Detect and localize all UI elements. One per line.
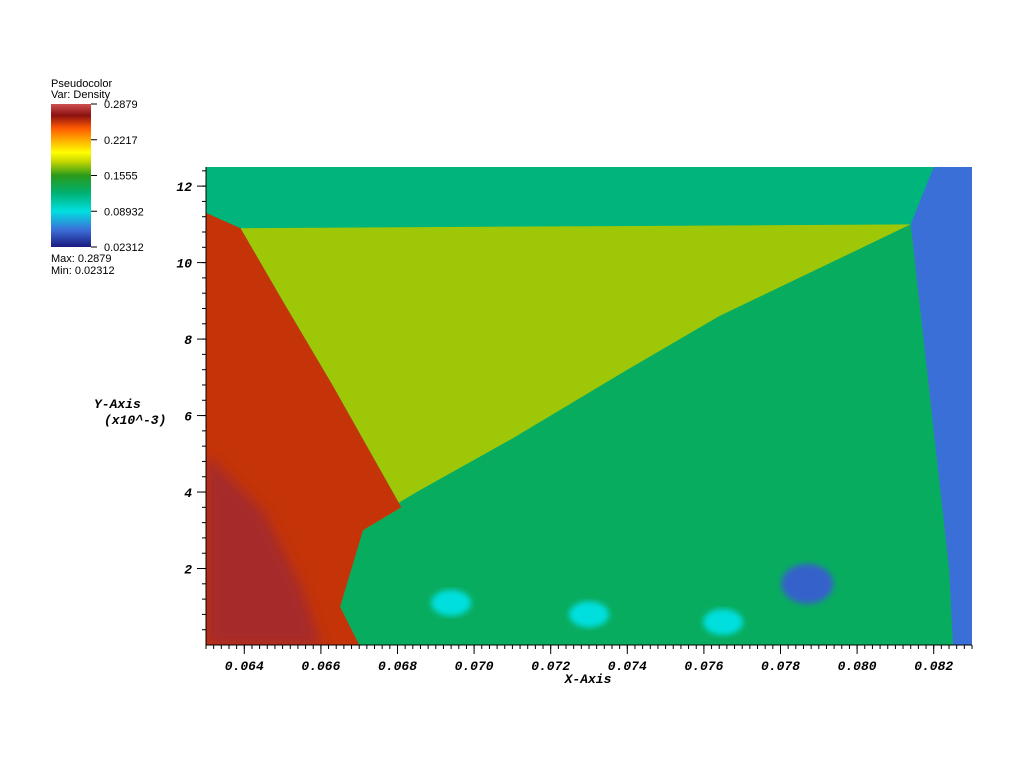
legend-variable: Var: Density xyxy=(51,89,111,101)
x-tick-label: 0.066 xyxy=(301,659,340,674)
y-tick-label: 6 xyxy=(184,410,192,425)
y-tick-label: 12 xyxy=(176,180,192,195)
x-tick-label: 0.076 xyxy=(684,659,723,674)
x-tick-label: 0.068 xyxy=(378,659,417,674)
x-axis-title: X-Axis xyxy=(564,672,612,687)
legend-title: Pseudocolor xyxy=(51,78,112,90)
region-right-ambient xyxy=(910,167,972,645)
y-tick-label: 10 xyxy=(176,257,192,272)
colorbar-tick-label: 0.02312 xyxy=(104,242,144,254)
y-tick-label: 2 xyxy=(184,563,192,578)
x-tick-label: 0.080 xyxy=(838,659,877,674)
density-field xyxy=(206,167,972,645)
cyan-blob xyxy=(431,589,472,616)
colorbar-tick-label: 0.1555 xyxy=(104,171,138,183)
x-tick-label: 0.078 xyxy=(761,659,800,674)
legend-min: Min: 0.02312 xyxy=(51,265,115,277)
cyan-blob xyxy=(703,609,744,636)
region-dark-red-core xyxy=(206,453,321,645)
region-upper-band xyxy=(206,167,934,229)
colorbar-tick-label: 0.2217 xyxy=(104,135,138,147)
colorbar-legend: Pseudocolor Var: Density 0.2879 0.2217 0.1… xyxy=(51,78,144,277)
colorbar-tick-label: 0.08932 xyxy=(104,206,144,218)
region-mixing-green xyxy=(340,224,953,645)
x-tick-label: 0.070 xyxy=(455,659,494,674)
x-tick-label: 0.074 xyxy=(608,659,647,674)
y-axis-unit: (x10^-3) xyxy=(104,413,166,428)
y-tick-label: 4 xyxy=(184,486,192,501)
cyan-blob xyxy=(569,601,609,628)
vortex-core xyxy=(781,563,834,604)
legend-max: Max: 0.2879 xyxy=(51,253,112,265)
x-tick-label: 0.082 xyxy=(914,659,953,674)
x-tick-label: 0.064 xyxy=(225,659,264,674)
colorbar xyxy=(51,104,91,247)
y-axis-title: Y-Axis xyxy=(94,397,141,412)
axes: 0.064 0.066 0.068 0.070 0.072 0.074 0.076 0.078… xyxy=(176,167,973,674)
region-shocked-yellow xyxy=(240,224,911,531)
y-tick-label: 8 xyxy=(184,333,192,348)
colorbar-tick-label: 0.2879 xyxy=(104,99,138,111)
colorbar-ticks: 0.2879 0.2217 0.1555 0.08932 0.02312 xyxy=(91,99,144,254)
x-tick-label: 0.072 xyxy=(531,659,570,674)
